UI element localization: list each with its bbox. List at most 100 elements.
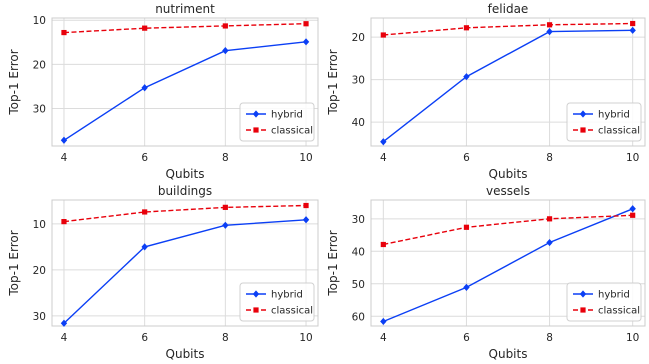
y-axis-label: Top-1 Error xyxy=(326,49,340,115)
data-point-classical xyxy=(463,224,470,230)
chart-title: buildings xyxy=(158,184,212,198)
data-point-classical xyxy=(303,21,309,27)
x-tick-label: 6 xyxy=(141,332,148,344)
x-tick-label: 8 xyxy=(222,332,229,344)
data-point-classical xyxy=(380,32,386,38)
data-point-classical xyxy=(463,25,470,31)
x-tick-label: 10 xyxy=(626,152,639,164)
series-line-hybrid xyxy=(63,219,307,324)
x-tick-label: 4 xyxy=(380,332,387,344)
data-point-hybrid xyxy=(629,205,636,213)
chart-buildings: 10 20 30 4 6 8 10 buildings Qubits Top-1 Error hyb… xyxy=(7,184,319,361)
chart-title: vessels xyxy=(486,184,530,198)
data-point-classical xyxy=(142,25,148,31)
data-point-hybrid xyxy=(141,243,148,251)
chart-felidae: 20 30 40 4 6 8 10 felidae Qubits Top-1 Error hybri… xyxy=(326,2,646,181)
data-point-hybrid xyxy=(60,136,68,144)
series-line-classical xyxy=(63,204,307,223)
x-tick-label: 8 xyxy=(546,332,553,344)
plot-frame xyxy=(370,199,646,327)
legend-label: classical xyxy=(271,126,313,137)
y-tick-label: 40 xyxy=(352,117,365,129)
x-tick-label: 10 xyxy=(626,332,639,344)
y-tick-label: 30 xyxy=(33,311,46,323)
y-tick-label: 60 xyxy=(352,311,365,323)
data-point-hybrid xyxy=(629,26,636,34)
legend-label: hybrid xyxy=(598,110,630,121)
series-line-hybrid xyxy=(382,29,633,143)
data-point-hybrid xyxy=(380,317,387,326)
legend-label: hybrid xyxy=(271,110,303,121)
data-point-classical xyxy=(546,216,553,222)
x-axis-label: Qubits xyxy=(489,167,528,181)
legend-label: hybrid xyxy=(271,290,303,301)
legend-marker xyxy=(252,110,260,118)
plot-frame xyxy=(370,17,646,147)
y-tick-label: 10 xyxy=(33,219,46,231)
legend-marker xyxy=(253,307,259,313)
legend-marker xyxy=(580,307,586,313)
legend-marker xyxy=(252,290,260,298)
y-tick-label: 20 xyxy=(33,265,46,277)
chart-nutriment: 10 20 30 4 6 8 10 nutriment Qubits Top-1 Error hyb… xyxy=(7,2,319,181)
legend-label: classical xyxy=(598,126,640,137)
legend-marker xyxy=(253,127,259,133)
x-tick-label: 10 xyxy=(299,332,312,344)
legend: hybrid classical xyxy=(566,102,642,142)
data-point-hybrid xyxy=(546,238,553,247)
series-line-hybrid xyxy=(383,208,633,323)
data-point-classical xyxy=(142,209,148,215)
chart-title: felidae xyxy=(488,2,529,16)
data-point-classical xyxy=(546,22,553,28)
y-axis-label: Top-1 Error xyxy=(7,49,21,115)
data-point-hybrid xyxy=(302,38,310,46)
data-point-classical xyxy=(222,23,228,29)
data-point-classical xyxy=(380,241,386,248)
data-point-classical xyxy=(303,202,309,209)
x-tick-label: 4 xyxy=(380,152,387,164)
x-tick-label: 8 xyxy=(546,152,553,164)
data-point-hybrid xyxy=(222,221,229,229)
x-axis-label: Qubits xyxy=(489,347,528,361)
x-tick-label: 4 xyxy=(61,332,68,344)
chart-title: nutriment xyxy=(155,2,215,16)
data-point-classical xyxy=(222,204,228,210)
data-point-hybrid xyxy=(141,84,148,92)
legend: hybrid classical xyxy=(566,282,642,322)
y-tick-label: 20 xyxy=(33,59,46,71)
legend: hybrid classical xyxy=(239,282,315,322)
y-tick-label: 50 xyxy=(352,279,365,291)
data-point-hybrid xyxy=(463,73,470,81)
x-tick-label: 8 xyxy=(222,152,229,164)
legend-label: classical xyxy=(598,306,640,317)
chart-vessels: 30 40 50 60 4 6 8 10 vessels Qubits Top-1 Error hyb… xyxy=(326,184,646,361)
y-axis-label: Top-1 Error xyxy=(7,230,21,296)
y-tick-label: 40 xyxy=(352,246,365,258)
y-tick-label: 30 xyxy=(33,103,46,115)
x-tick-label: 6 xyxy=(463,332,470,344)
plot-frame xyxy=(51,199,319,327)
data-point-classical xyxy=(630,212,636,218)
x-tick-label: 6 xyxy=(141,152,148,164)
legend-label: hybrid xyxy=(598,290,630,301)
series-line-classical xyxy=(63,23,307,34)
y-tick-label: 20 xyxy=(352,32,365,44)
data-point-hybrid xyxy=(463,283,470,291)
series-line-hybrid xyxy=(63,41,307,141)
y-tick-label: 10 xyxy=(33,15,46,27)
plot-frame xyxy=(51,17,319,147)
x-axis-label: Qubits xyxy=(166,167,205,181)
data-point-classical xyxy=(630,20,636,27)
y-tick-label: 30 xyxy=(352,75,365,87)
series-line-classical xyxy=(383,22,633,36)
legend-label: classical xyxy=(271,306,313,317)
x-axis-label: Qubits xyxy=(166,347,205,361)
x-tick-label: 6 xyxy=(463,152,470,164)
legend-marker xyxy=(579,110,587,118)
data-point-hybrid xyxy=(546,28,553,36)
legend-marker xyxy=(579,290,587,298)
legend: hybrid classical xyxy=(239,102,315,142)
legend-marker xyxy=(580,127,586,133)
data-point-classical xyxy=(61,29,67,36)
